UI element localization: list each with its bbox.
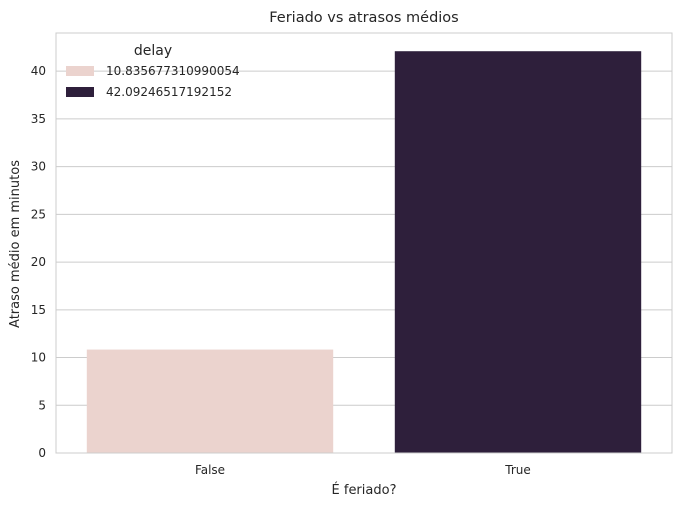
plot-frame <box>55 32 673 454</box>
x-axis-label: É feriado? <box>332 482 397 498</box>
legend-entry: 10.835677310990054 <box>106 64 240 78</box>
y-tick-label: 10 <box>31 351 46 365</box>
y-axis-label: Atraso médio em minutos <box>8 160 23 328</box>
y-tick-label: 35 <box>31 112 46 126</box>
chart-title: Feriado vs atrasos médios <box>269 10 458 26</box>
legend: delay 10.835677310990054 42.0924651719215… <box>66 43 240 99</box>
y-tick-label: 20 <box>31 255 46 269</box>
y-tick-label: 15 <box>31 303 46 317</box>
y-tick-label: 25 <box>31 207 46 221</box>
legend-swatch <box>66 66 94 76</box>
legend-swatch <box>66 87 94 97</box>
x-tick-labels: False True <box>195 463 531 477</box>
y-tick-label: 0 <box>38 446 46 460</box>
x-tick-label: False <box>195 463 225 477</box>
bar <box>86 349 334 453</box>
y-tick-labels: 0 5 10 15 20 25 30 35 40 <box>31 64 46 460</box>
bars <box>86 51 642 454</box>
legend-title: delay <box>134 43 172 59</box>
y-tick-label: 40 <box>31 64 46 78</box>
x-tick-label: True <box>504 463 531 477</box>
y-tick-label: 5 <box>38 398 46 412</box>
legend-entry: 42.09246517192152 <box>106 85 232 99</box>
y-tick-label: 30 <box>31 160 46 174</box>
bar <box>394 51 642 454</box>
